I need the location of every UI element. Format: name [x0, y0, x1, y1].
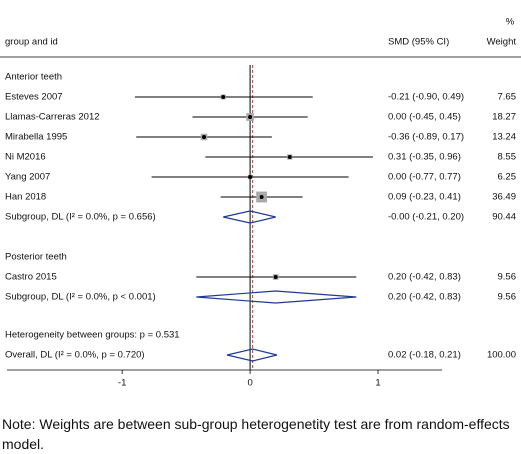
- group-label: Posterior teeth: [5, 252, 67, 263]
- point: [273, 275, 278, 279]
- row-label: Subgroup, DL (I² = 0.0%, p = 0.656): [5, 212, 156, 223]
- effect-label: 0.02 (-0.18, 0.21): [388, 350, 461, 361]
- row-label: Overall, DL (I² = 0.0%, p = 0.720): [5, 350, 145, 361]
- x-tick-label: 1: [375, 378, 380, 389]
- point: [287, 155, 292, 159]
- effect-label: 0.31 (-0.35, 0.96): [388, 152, 461, 163]
- effect-label: 0.00 (-0.77, 0.77): [388, 172, 461, 183]
- effect-label: 0.20 (-0.42, 0.83): [388, 272, 461, 283]
- chart: % group and id SMD (95% CI) Weight -1 0 1 A…: [0, 17, 521, 389]
- weight-label: 36.49: [492, 192, 516, 203]
- header: group and id: [5, 37, 58, 48]
- row-label: Ni M2016: [5, 152, 46, 163]
- row-label: Llamas-Carreras 2012: [5, 112, 100, 123]
- row-label: Castro 2015: [5, 272, 57, 283]
- weight-label: 13.24: [492, 132, 516, 143]
- note: Note: Weights are between sub-group hete…: [2, 416, 510, 452]
- point: [221, 95, 226, 99]
- weight-label: 100.00: [487, 350, 516, 361]
- diamond: [226, 348, 278, 362]
- effect-label: -0.00 (-0.21, 0.20): [388, 212, 464, 223]
- row-label: Esteves 2007: [5, 92, 63, 103]
- effect-label: -0.21 (-0.90, 0.49): [388, 92, 464, 103]
- weight-label: 6.25: [498, 172, 517, 183]
- heterogeneity: Heterogeneity between groups: p = 0.531: [5, 330, 180, 341]
- row-label: Yang 2007: [5, 172, 50, 183]
- diamond: [196, 290, 357, 304]
- header: SMD (95% CI): [388, 37, 449, 48]
- weight-label: 18.27: [492, 112, 516, 123]
- point: [248, 175, 253, 179]
- effect-label: 0.00 (-0.45, 0.45): [388, 112, 461, 123]
- diamond: [223, 210, 276, 224]
- weight-label: 7.65: [498, 92, 517, 103]
- point: [259, 195, 264, 199]
- weight-label: 90.44: [492, 212, 516, 223]
- weight-label: 9.56: [498, 292, 517, 303]
- group-label: Anterior teeth: [5, 72, 62, 83]
- header: Weight: [487, 37, 517, 48]
- point: [248, 115, 253, 119]
- row-label: Subgroup, DL (I² = 0.0%, p < 0.001): [5, 292, 156, 303]
- x-tick-label: -1: [118, 378, 126, 389]
- row-label: Han 2018: [5, 192, 46, 203]
- weight-label: 8.55: [498, 152, 517, 163]
- point: [202, 135, 207, 139]
- row-label: Mirabella 1995: [5, 132, 67, 143]
- x-tick-label: 0: [247, 378, 252, 389]
- weight-label: 9.56: [498, 272, 517, 283]
- header: %: [506, 17, 515, 28]
- effect-label: 0.20 (-0.42, 0.83): [388, 292, 461, 303]
- effect-label: -0.36 (-0.89, 0.17): [388, 132, 464, 143]
- effect-label: 0.09 (-0.23, 0.41): [388, 192, 461, 203]
